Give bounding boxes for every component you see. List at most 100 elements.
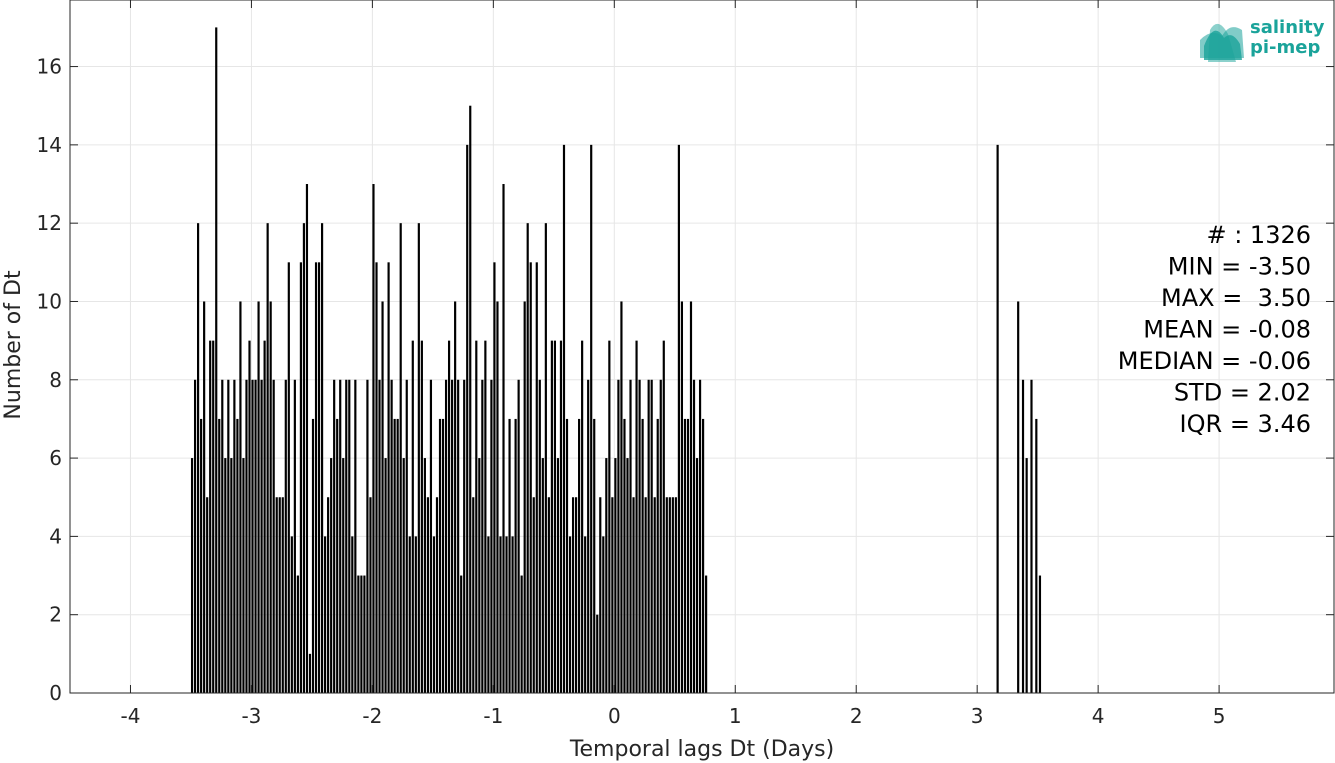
histogram-bar — [544, 223, 547, 694]
y-tick-label: 6 — [49, 446, 62, 470]
stat-line: MIN = -3.50 — [1168, 253, 1311, 281]
histogram-bar — [547, 497, 550, 693]
histogram-bar — [635, 340, 638, 693]
y-tick-label: 10 — [37, 289, 62, 313]
histogram-bar — [532, 497, 535, 693]
histogram-bar — [457, 379, 460, 693]
histogram-bar — [614, 458, 617, 693]
histogram-bar — [275, 497, 278, 693]
histogram-bar — [689, 301, 693, 693]
histogram-bar — [505, 536, 508, 693]
histogram-bar — [490, 379, 493, 693]
histogram-bar — [393, 418, 396, 693]
histogram-bar — [460, 575, 463, 693]
histogram-bar — [423, 458, 426, 693]
histogram-bar — [215, 27, 218, 694]
statistics-box: # : 1326 MIN = -3.50 MAX = 3.50 MEAN = -0.0… — [1118, 221, 1311, 438]
histogram-bar — [305, 184, 309, 693]
x-tick-label: 0 — [608, 704, 621, 728]
histogram-bar — [683, 418, 687, 693]
histogram-bar — [387, 262, 390, 693]
histogram-bar — [257, 301, 260, 693]
histogram-bar — [308, 653, 312, 693]
histogram-bar — [668, 497, 671, 693]
histogram-bar — [451, 379, 454, 693]
salinity-pimep-logo: salinity pi-mep — [1200, 17, 1325, 62]
histogram-bar — [369, 497, 372, 693]
histogram-bar — [671, 497, 674, 693]
histogram-bar — [481, 379, 484, 693]
histogram-bar — [620, 301, 623, 693]
histogram-bar — [590, 144, 593, 694]
x-tick-label: 5 — [1213, 704, 1226, 728]
histogram-bar — [502, 184, 505, 693]
histogram-bar — [656, 418, 659, 693]
histogram-bar — [281, 497, 284, 693]
x-tick-label: 4 — [1092, 704, 1105, 728]
stat-line: MEDIAN = -0.06 — [1118, 347, 1311, 375]
histogram-bar — [611, 497, 614, 693]
x-tick-label: -2 — [362, 704, 382, 728]
histogram-bar — [363, 575, 366, 693]
histogram-bar — [478, 458, 481, 693]
histogram-bar — [559, 340, 563, 693]
histogram-bar — [702, 418, 705, 693]
histogram-bar — [251, 379, 254, 693]
histogram-bar — [330, 458, 333, 693]
histogram-bar — [354, 379, 357, 693]
histogram-bar — [299, 262, 302, 693]
histogram-bar — [562, 144, 566, 694]
histogram-bar — [348, 379, 351, 693]
stat-line: MAX = 3.50 — [1161, 284, 1311, 312]
histogram-bar — [469, 105, 472, 693]
histogram-bar — [435, 497, 439, 693]
histogram-bar — [1035, 418, 1038, 693]
histogram-bar — [581, 340, 584, 693]
histogram-bar — [686, 418, 690, 693]
histogram-bar — [605, 458, 608, 693]
y-axis-ticks: 0 2 4 6 8 10 12 14 16 — [37, 55, 1334, 705]
histogram-bar — [263, 340, 266, 693]
y-tick-label: 0 — [49, 681, 62, 705]
histogram-bar — [218, 418, 221, 693]
histogram-bar — [571, 497, 575, 693]
histogram-bar — [520, 575, 523, 693]
histogram-bar — [623, 418, 626, 693]
histogram-bar — [698, 379, 702, 693]
histogram-bar — [517, 379, 520, 693]
stat-line: IQR = 3.46 — [1180, 410, 1311, 438]
histogram-bar — [444, 379, 448, 693]
histogram-bar — [203, 301, 206, 693]
histogram-bar — [248, 340, 251, 693]
histogram-bar — [996, 144, 999, 694]
histogram-bar — [333, 379, 336, 693]
histogram-bar — [447, 340, 451, 693]
histogram-bar — [650, 379, 653, 693]
histogram-bar — [454, 301, 457, 693]
histogram-bar — [475, 340, 478, 693]
histogram-bar — [1021, 379, 1025, 693]
histogram-bar — [599, 497, 602, 693]
histogram-bar — [556, 458, 560, 693]
x-tick-label: 3 — [971, 704, 984, 728]
histogram-bar — [224, 458, 227, 693]
y-tick-label: 4 — [49, 524, 62, 548]
histogram-bar — [647, 379, 650, 693]
histogram-bar — [1038, 575, 1042, 693]
histogram-bar — [408, 536, 411, 693]
histogram-bar — [254, 379, 257, 693]
histogram-bar — [200, 418, 203, 693]
histogram-bar — [197, 223, 200, 694]
histogram-bar — [429, 379, 433, 693]
histogram-bar — [499, 536, 502, 693]
histogram-bar — [396, 418, 399, 693]
histogram-bar — [317, 262, 321, 693]
histogram-bar — [596, 614, 599, 693]
histogram-bar — [535, 262, 538, 693]
histogram-bar — [617, 379, 620, 693]
logo-line-1: salinity — [1250, 17, 1325, 38]
histogram-bar — [405, 379, 408, 693]
x-axis-ticks: -4 -3 -2 -1 0 1 2 3 4 5 — [121, 0, 1226, 728]
histogram-bar — [384, 458, 387, 693]
